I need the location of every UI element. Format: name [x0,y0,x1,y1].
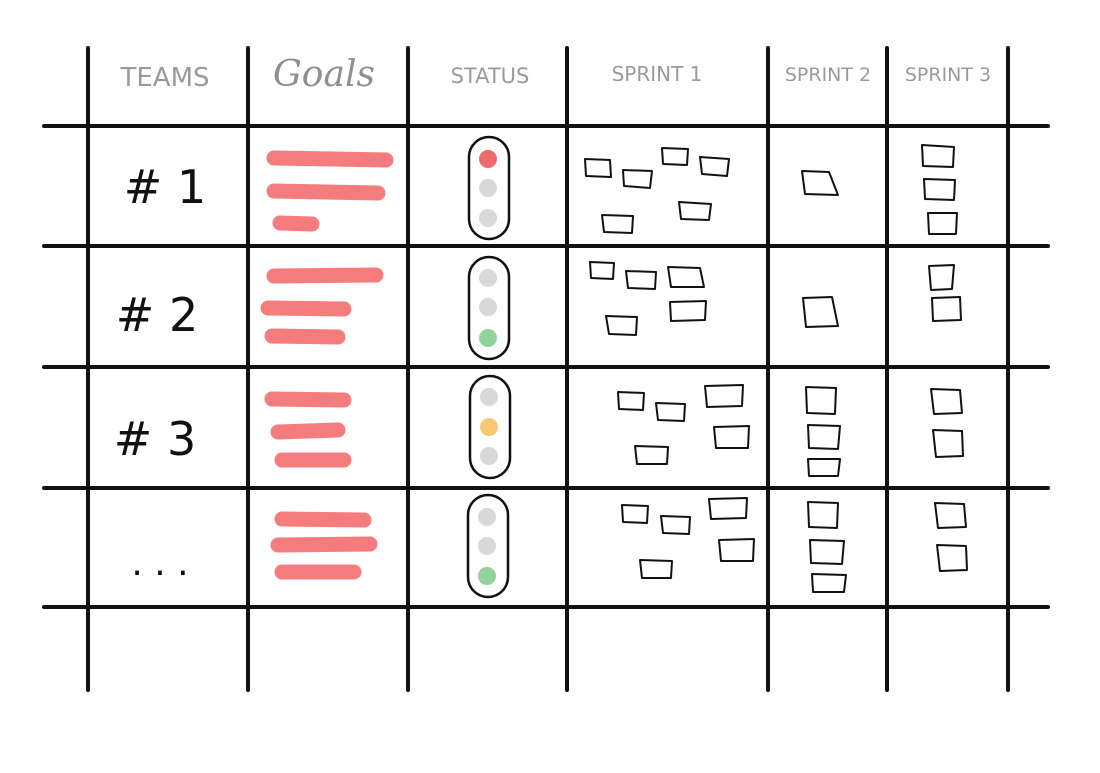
goal-bar [266,267,384,284]
sprint-1-cards-row-2 [589,261,707,336]
task-card [669,300,707,322]
sprint-3-cards-row-3 [930,388,964,458]
task-card [930,388,963,415]
status-light-middle [479,298,497,316]
sprint-2-cards-row-3 [805,386,841,477]
task-card [936,544,968,572]
task-card [639,559,673,579]
status-light-top [480,388,498,406]
task-card [927,212,958,235]
header-goals: Goals [273,54,375,95]
status-light-top [479,150,497,168]
task-card [655,402,686,422]
sprint-2-cards-row-4 [807,501,847,593]
sprint-1-cards-row-3 [617,384,750,465]
task-card [678,201,712,221]
sprint-3-cards-row-2 [928,264,962,322]
sprint-1-cards-row-4 [621,497,755,579]
task-card [928,264,955,291]
task-card [667,266,705,288]
task-card [801,170,839,196]
status-light-bottom [480,447,498,465]
task-card [660,515,691,535]
task-card [932,429,964,458]
header-sprint-1: SPRINT 1 [612,62,703,86]
status-light-top [479,269,497,287]
goal-bar [270,422,346,440]
task-card [699,156,730,177]
goal-bar [274,511,372,528]
team-labels: # 1 # 2 # 3 . . . [114,160,206,584]
task-card [605,315,638,336]
goal-bars [260,150,394,580]
sprint-cards [584,144,968,593]
task-card [621,504,649,524]
task-card [634,445,669,465]
sprint-3-cards-row-4 [934,502,968,572]
task-card [617,391,645,411]
task-card [923,178,956,201]
goal-bar [272,215,320,232]
goal-bars-row-4 [270,511,378,580]
task-card [708,497,748,520]
header-row: TEAMS Goals STATUS SPRINT 1 SPRINT 2 SPR… [119,54,991,95]
task-card [601,214,634,234]
task-card [625,270,657,290]
task-card [622,169,653,189]
task-card [661,147,689,166]
traffic-light-row-3 [468,374,512,480]
header-sprint-2: SPRINT 2 [785,64,871,86]
sprint-1-cards-row-1 [584,147,730,234]
task-card [807,424,841,450]
status-light-bottom [479,329,497,347]
status-light-top [478,508,496,526]
sprint-3-cards-row-1 [921,144,958,235]
task-card [802,296,839,328]
goal-bars-row-2 [260,267,384,345]
status-light-bottom [479,209,497,227]
task-card [934,502,967,529]
sprint-2-cards-row-1 [801,170,839,196]
header-teams: TEAMS [119,63,209,93]
sprint-2-cards-row-2 [802,296,839,328]
team-label-4: . . . [131,543,188,584]
header-status: STATUS [451,64,530,88]
goal-bar [266,150,394,168]
task-card [921,144,955,168]
team-label-1: # 1 [124,160,206,214]
task-card [713,425,750,449]
task-card [805,386,837,415]
goal-bar [266,183,386,201]
status-light-middle [479,179,497,197]
traffic-light-row-4 [466,493,510,599]
status-lights [466,135,512,599]
team-label-3: # 3 [114,412,196,466]
traffic-light-row-1 [467,135,511,241]
task-card [704,384,744,408]
task-card [811,573,847,593]
goal-bars-row-1 [266,150,394,232]
task-card [718,538,755,562]
task-card [809,539,845,565]
goal-bar [260,300,352,317]
status-light-middle [480,418,498,436]
status-light-bottom [478,567,496,585]
task-card [807,501,839,529]
team-label-2: # 2 [116,288,198,342]
header-sprint-3: SPRINT 3 [905,64,991,86]
task-card [584,158,612,178]
grid [42,46,1050,692]
status-light-middle [478,537,496,555]
goal-bar [270,536,378,553]
goal-bars-row-3 [264,391,352,468]
goal-bar [264,391,352,408]
task-card [589,261,615,280]
traffic-light-row-2 [467,255,511,361]
task-card [807,458,841,477]
task-card [931,296,962,322]
goal-bar [264,328,346,345]
